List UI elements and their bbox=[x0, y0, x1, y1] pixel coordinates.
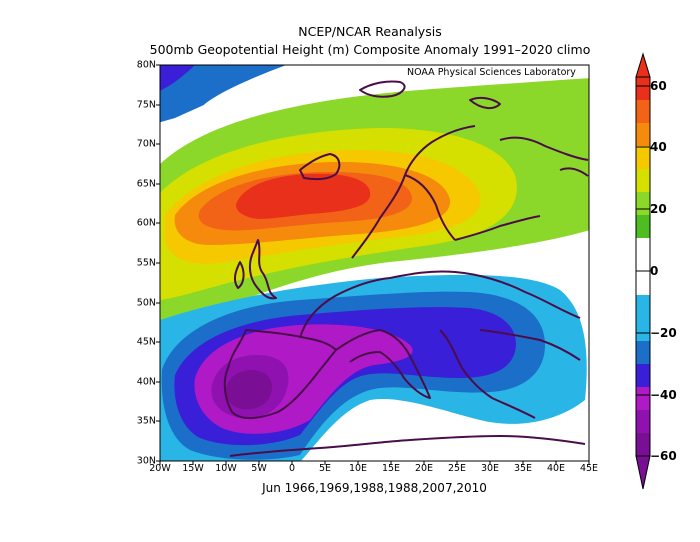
y-tick-label: 50N bbox=[136, 297, 156, 309]
y-tick-label: 35N bbox=[136, 415, 156, 427]
colorbar-label: 0 bbox=[650, 264, 659, 278]
contour-greenland-minus-2 bbox=[160, 65, 195, 91]
chart-title: NCEP/NCAR Reanalysis bbox=[298, 24, 442, 39]
colorbar-label: 60 bbox=[650, 79, 667, 93]
x-tick-label: 15E bbox=[381, 463, 401, 474]
x-tick-label: 10E bbox=[348, 463, 368, 474]
x-tick-label: 20W bbox=[149, 463, 171, 474]
x-tick-label: 45E bbox=[579, 463, 599, 474]
y-tick-label: 65N bbox=[136, 178, 156, 190]
x-tick-label: 15W bbox=[182, 463, 204, 474]
coastlines bbox=[223, 80, 589, 457]
contour-minus-60 bbox=[225, 370, 272, 410]
x-tick-label: 40E bbox=[546, 463, 566, 474]
colorbar-label: 20 bbox=[650, 202, 667, 216]
chart-subtitle: 500mb Geopotential Height (m) Composite … bbox=[149, 42, 591, 57]
colorbar-label: −40 bbox=[650, 388, 677, 402]
anomaly-field bbox=[160, 65, 589, 461]
x-tick-label: 5E bbox=[318, 463, 332, 474]
colorbar-label: 40 bbox=[650, 140, 667, 154]
x-tick-label: 35E bbox=[513, 463, 533, 474]
y-tick-label: 30N bbox=[136, 455, 156, 467]
colorbar-label: −20 bbox=[650, 326, 677, 340]
y-tick-label: 60N bbox=[136, 217, 156, 229]
y-tick-label: 55N bbox=[136, 257, 156, 269]
x-tick-label: 10W bbox=[215, 463, 237, 474]
y-tick-label: 80N bbox=[136, 59, 156, 71]
x-tick-label: 20E bbox=[414, 463, 434, 474]
axis-ticks bbox=[156, 64, 590, 465]
x-tick-label: 30E bbox=[480, 463, 500, 474]
y-tick-label: 45N bbox=[136, 336, 156, 348]
x-axis-label: Jun 1966,1969,1988,1988,2007,2010 bbox=[262, 481, 487, 495]
x-tick-label: 25E bbox=[447, 463, 467, 474]
y-tick-label: 75N bbox=[136, 99, 156, 111]
y-tick-label: 40N bbox=[136, 376, 156, 388]
y-tick-label: 70N bbox=[136, 138, 156, 150]
x-tick-label: 5W bbox=[251, 463, 267, 474]
credit-label: NOAA Physical Sciences Laboratory bbox=[405, 67, 578, 78]
colorbar-label: −60 bbox=[650, 449, 677, 463]
x-tick-label: 0 bbox=[288, 463, 296, 474]
contour-greenland-minus-white bbox=[195, 65, 589, 125]
colorbar bbox=[635, 52, 651, 490]
contour-plus-60 bbox=[236, 173, 371, 219]
